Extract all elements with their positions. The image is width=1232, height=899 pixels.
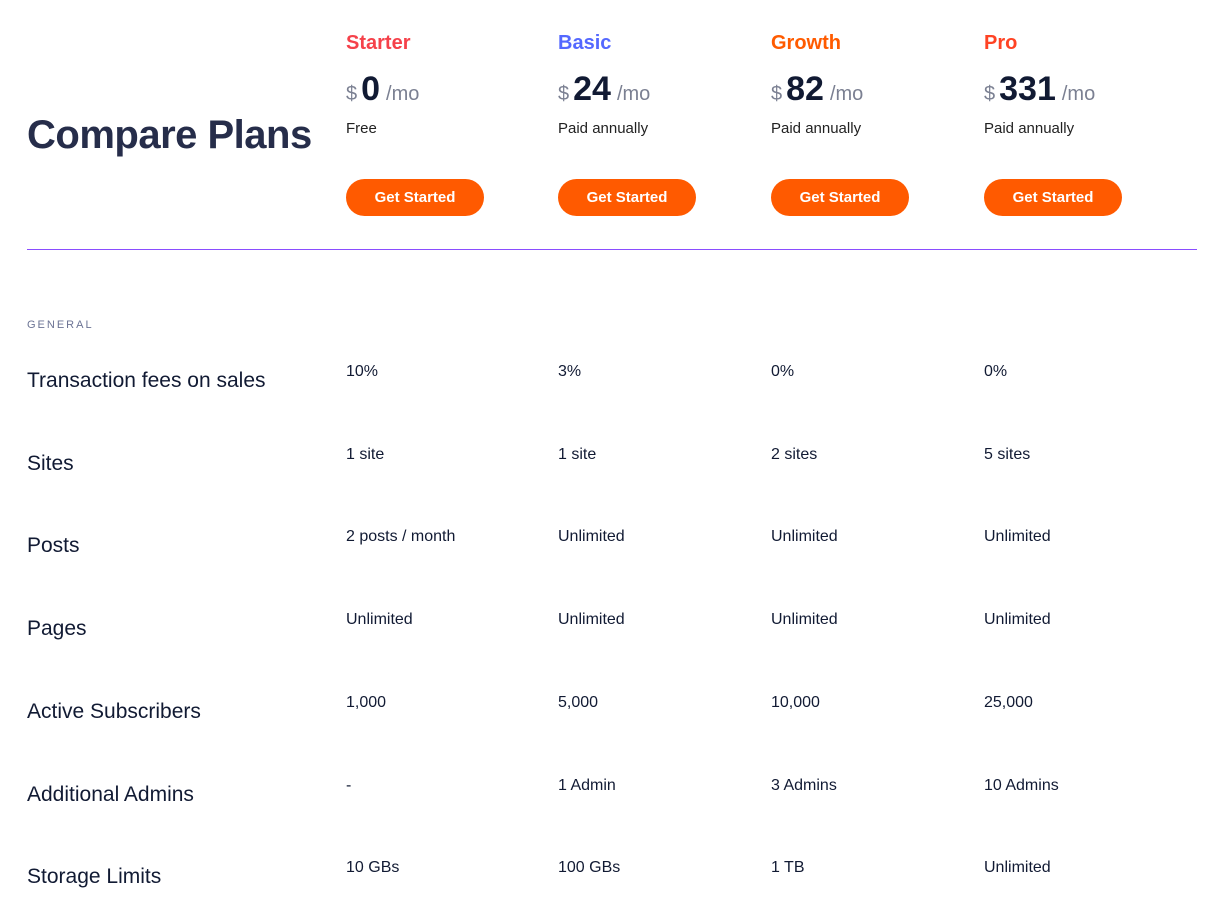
feature-row: Posts 2 posts / month Unlimited Unlimited Un… [0,528,1232,568]
plan-price: $ 82 /mo [771,70,971,110]
feature-row: Active Subscribers 1,000 5,000 10,000 25,000 [0,694,1232,734]
feature-value-pro: Unlimited [984,528,1051,546]
section-heading-general: GENERAL [27,319,94,331]
feature-value-pro: 0% [984,363,1008,380]
plan-name: Pro [984,32,1018,54]
plan-price: $ 0 /mo [346,70,546,110]
currency-symbol: $ [558,83,570,105]
feature-value-starter: 1,000 [346,693,387,711]
price-period: /mo [829,83,864,105]
feature-value-growth: 10,000 [771,693,820,711]
feature-value-starter: - [346,776,352,794]
feature-label: Storage Limits [27,865,162,889]
plan-name: Growth [771,32,841,54]
feature-label: Additional Admins [27,782,194,806]
feature-label: Transaction fees on sales [27,369,266,392]
feature-value-basic: 1 site [558,445,597,463]
feature-value-growth: Unlimited [771,611,838,629]
plan-pro: Pro $ 331 /mo Paid annually Get Started [984,32,1184,216]
price-amount: 0 [361,70,381,108]
feature-value-starter: 10 GBs [346,859,400,877]
feature-value-starter: 1 site [346,445,385,463]
plan-growth: Growth $ 82 /mo Paid annually Get Starte… [771,32,971,216]
plan-starter: Starter $ 0 /mo Free Get Started [346,32,546,216]
billing-note: Paid annually [771,120,862,137]
feature-value-starter: Unlimited [346,611,413,629]
feature-value-basic: Unlimited [558,528,625,546]
feature-value-basic: 1 Admin [558,776,616,794]
feature-value-pro: 25,000 [984,693,1033,711]
plan-name: Basic [558,32,612,54]
feature-label: Pages [27,617,87,641]
price-amount: 24 [573,70,611,108]
price-amount: 82 [786,70,824,108]
currency-symbol: $ [984,83,996,105]
price-period: /mo [1061,83,1096,105]
feature-value-growth: 2 sites [771,445,818,463]
feature-label: Posts [27,534,80,558]
plan-price: $ 331 /mo [984,70,1184,110]
feature-row: Pages Unlimited Unlimited Unlimited Unlimite… [0,611,1232,651]
feature-value-growth: 3 Admins [771,776,837,794]
get-started-button[interactable]: Get Started [346,179,484,216]
feature-value-pro: Unlimited [984,859,1051,877]
feature-value-pro: 10 Admins [984,776,1059,794]
plan-price: $ 24 /mo [558,70,758,110]
page-title: Compare Plans [27,113,312,157]
get-started-button[interactable]: Get Started [558,179,696,216]
get-started-button[interactable]: Get Started [771,179,909,216]
feature-value-starter: 2 posts / month [346,528,456,546]
currency-symbol: $ [771,83,783,105]
get-started-button[interactable]: Get Started [984,179,1122,216]
plan-name: Starter [346,32,411,54]
feature-label: Sites [27,451,74,475]
feature-value-basic: 100 GBs [558,859,621,877]
price-period: /mo [616,83,651,105]
feature-value-growth: 1 TB [771,859,805,877]
billing-note: Free [346,120,377,137]
feature-row: Additional Admins - 1 Admin 3 Admins 10 Admi… [0,777,1232,817]
feature-value-basic: 3% [558,363,582,380]
feature-value-basic: Unlimited [558,611,625,629]
feature-label: Active Subscribers [27,699,201,723]
plan-basic: Basic $ 24 /mo Paid annually Get Started [558,32,758,216]
feature-value-growth: 0% [771,363,795,380]
feature-row: Transaction fees on sales 10% 3% 0% 0% [0,363,1232,403]
feature-row: Sites 1 site 1 site 2 sites 5 sites [0,446,1232,486]
price-period: /mo [386,83,420,105]
feature-value-growth: Unlimited [771,528,838,546]
feature-value-pro: 5 sites [984,445,1031,463]
price-amount: 331 [999,70,1056,108]
feature-value-starter: 10% [346,363,379,380]
feature-value-basic: 5,000 [558,693,599,711]
billing-note: Paid annually [984,120,1075,137]
header-divider [27,249,1197,250]
currency-symbol: $ [346,83,358,105]
feature-value-pro: Unlimited [984,611,1051,629]
billing-note: Paid annually [558,120,649,137]
feature-row: Storage Limits 10 GBs 100 GBs 1 TB Unlimited [0,859,1232,899]
